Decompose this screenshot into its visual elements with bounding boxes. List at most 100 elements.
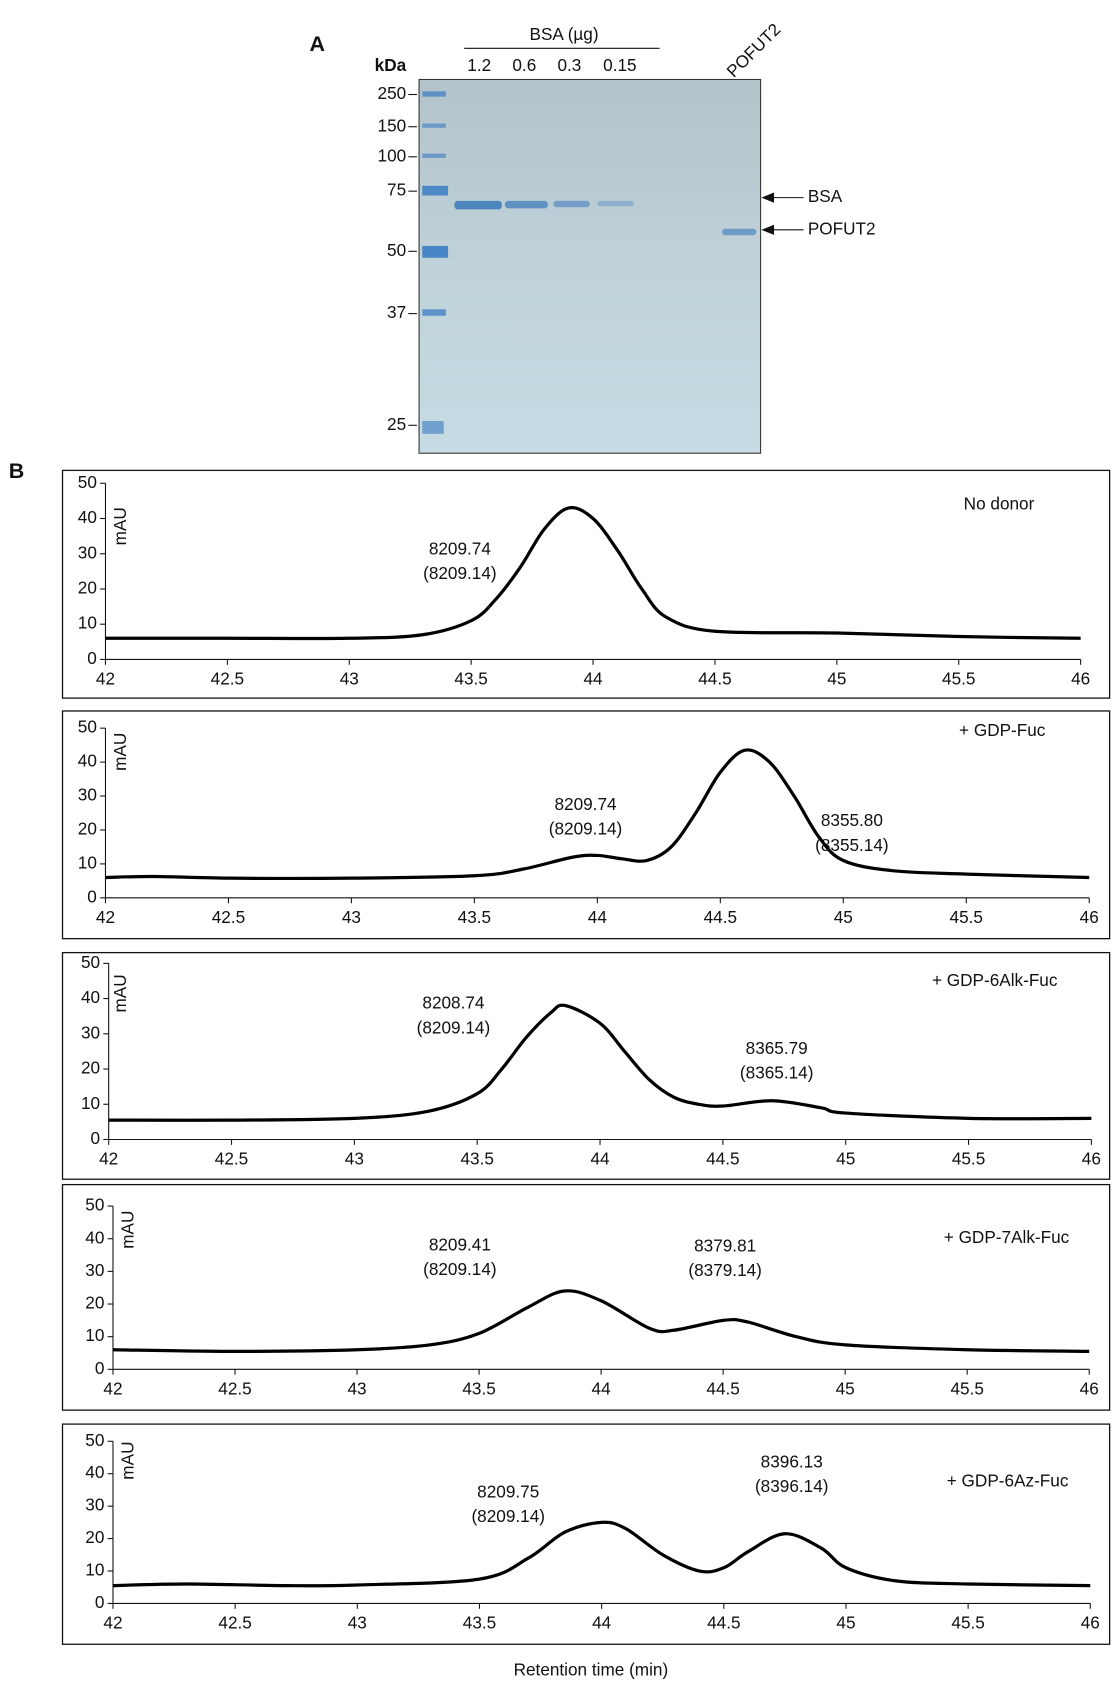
y-tick-label: 40 <box>78 751 97 771</box>
x-axis-label: Retention time (min) <box>514 1660 669 1680</box>
lane-label: 0.15 <box>603 55 636 75</box>
y-tick-label: 20 <box>78 578 97 598</box>
y-axis-label: mAU <box>110 733 130 771</box>
y-axis-label: mAU <box>118 1442 138 1480</box>
lane-label: 0.3 <box>557 55 581 75</box>
x-tick-label: 43 <box>342 907 361 927</box>
y-tick-label: 0 <box>95 1358 105 1378</box>
y-tick-label: 0 <box>95 1592 105 1612</box>
x-tick-label: 45.5 <box>950 907 983 927</box>
y-tick-label: 40 <box>85 1227 104 1247</box>
lane-label: 0.6 <box>512 55 536 75</box>
x-tick-label: 42 <box>99 1148 118 1168</box>
panel-label: A <box>310 32 326 56</box>
y-tick-label: 10 <box>85 1325 104 1345</box>
chart-label: + GDP-Fuc <box>959 720 1046 740</box>
y-tick-label: 10 <box>81 1093 100 1113</box>
x-tick-label: 46 <box>1082 1148 1101 1168</box>
chart-frame <box>61 1183 1111 1411</box>
peak-annotation: (8379.14) <box>688 1260 762 1280</box>
y-tick-label: 20 <box>85 1527 104 1547</box>
sample-label: POFUT2 <box>722 19 784 81</box>
x-tick-label: 42 <box>96 668 115 688</box>
ladder-label: 150 <box>378 115 407 135</box>
x-tick-label: 44 <box>583 668 603 688</box>
trace-line <box>108 1003 1092 1122</box>
arrows <box>761 192 804 235</box>
y-tick-label: 10 <box>78 613 97 633</box>
x-tick-label: 46 <box>1081 1612 1100 1632</box>
x-tick-label: 42.5 <box>218 1612 251 1632</box>
ladder-label: 75 <box>387 180 406 200</box>
arrow-label: BSA <box>808 186 843 206</box>
x-tick-label: 44.5 <box>706 1148 739 1168</box>
peak-annotation: 8396.13 <box>761 1451 823 1471</box>
x-tick-label: 45.5 <box>951 1612 984 1632</box>
y-axis-label: mAU <box>110 974 130 1012</box>
x-tick-label: 42 <box>103 1378 122 1398</box>
x-tick-label: 43.5 <box>458 907 491 927</box>
x-tick-label: 42.5 <box>212 907 245 927</box>
ladder-label: 250 <box>378 83 407 103</box>
peak-annotation: 8209.74 <box>554 794 617 814</box>
x-tick-label: 45 <box>836 1148 855 1168</box>
x-tick-label: 45.5 <box>950 1378 983 1398</box>
peak-annotation: 8209.41 <box>429 1234 491 1254</box>
ladder-label: 37 <box>387 302 406 322</box>
unit-label: kDa <box>375 55 407 75</box>
x-tick-label: 43 <box>347 1378 366 1398</box>
y-tick-label: 50 <box>78 472 97 492</box>
y-tick-label: 30 <box>85 1260 104 1280</box>
y-tick-label: 50 <box>85 1430 104 1450</box>
trace-line <box>105 506 1081 641</box>
x-tick-label: 46 <box>1071 668 1090 688</box>
panel-label: B <box>9 459 25 483</box>
lane-label: 1.2 <box>467 55 491 75</box>
x-tick-label: 42 <box>103 1612 122 1632</box>
x-tick-label: 44 <box>592 1378 612 1398</box>
y-axis-label: mAU <box>118 1211 138 1249</box>
x-tick-label: 45 <box>827 668 846 688</box>
y-tick-label: 40 <box>81 987 100 1007</box>
chart-frame <box>61 951 1111 1180</box>
peak-annotation: 8355.80 <box>821 810 883 830</box>
peak-annotation: (8209.14) <box>417 1017 491 1037</box>
x-tick-label: 45 <box>834 907 853 927</box>
bands <box>454 200 757 236</box>
y-tick-label: 40 <box>85 1462 104 1482</box>
y-axis-label: mAU <box>110 507 130 545</box>
y-tick-label: 10 <box>78 852 97 872</box>
peak-annotation: 8365.79 <box>746 1038 808 1058</box>
x-tick-label: 42 <box>96 907 115 927</box>
chart-label: No donor <box>964 493 1035 513</box>
chart-label: + GDP-6Alk-Fuc <box>932 970 1058 990</box>
x-tick-label: 46 <box>1080 907 1099 927</box>
peak-annotation: 8208.74 <box>422 993 485 1013</box>
chart-frame <box>61 469 1111 699</box>
x-tick-label: 43.5 <box>454 668 487 688</box>
group-label: BSA (µg) <box>530 24 599 44</box>
peak-annotation: (8209.14) <box>423 563 497 583</box>
peak-annotation: 8209.75 <box>477 1481 539 1501</box>
y-tick-label: 50 <box>78 717 97 737</box>
chart-label: + GDP-7Alk-Fuc <box>944 1227 1070 1247</box>
x-tick-label: 44.5 <box>704 907 737 927</box>
x-tick-label: 44.5 <box>706 1378 739 1398</box>
x-tick-label: 43.5 <box>462 1378 495 1398</box>
x-tick-label: 45.5 <box>952 1148 985 1168</box>
y-tick-label: 20 <box>81 1058 100 1078</box>
peak-annotation: (8209.14) <box>471 1506 545 1526</box>
x-tick-label: 44 <box>592 1612 612 1632</box>
y-tick-label: 50 <box>81 952 100 972</box>
x-tick-label: 44.5 <box>698 668 731 688</box>
ladder-label: 50 <box>387 240 406 260</box>
trace-line <box>112 1289 1090 1353</box>
y-tick-label: 30 <box>81 1022 100 1042</box>
x-tick-label: 43 <box>345 1148 364 1168</box>
y-tick-label: 10 <box>85 1560 104 1580</box>
ladder <box>422 91 449 434</box>
x-tick-label: 45.5 <box>942 668 975 688</box>
peak-annotation: (8209.14) <box>549 819 623 839</box>
gel <box>418 78 762 454</box>
